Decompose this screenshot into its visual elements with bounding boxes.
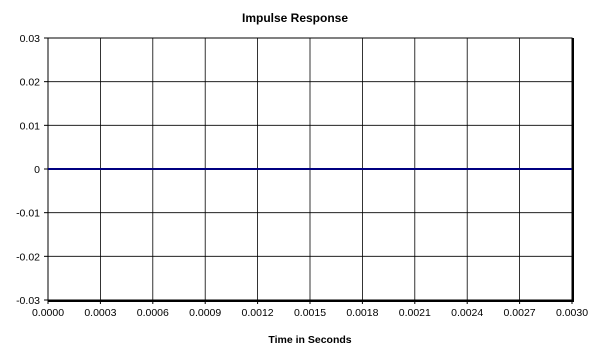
- chart-title: Impulse Response: [242, 11, 348, 25]
- x-tick-label: 0.0012: [242, 307, 274, 319]
- y-axis: 0.03 0.02 0.01 0 -0.01 -0.02 -0.03: [16, 33, 48, 307]
- y-tick-label: 0.03: [20, 33, 41, 45]
- x-tick-label: 0.0024: [451, 307, 483, 319]
- y-tick-label: 0: [34, 164, 40, 176]
- x-tick-label: 0.0003: [84, 307, 116, 319]
- y-tick-label: 0.01: [20, 120, 41, 132]
- x-tick-label: 0.0009: [189, 307, 221, 319]
- y-tick-label: -0.02: [16, 251, 40, 263]
- x-tick-label: 0.0015: [294, 307, 326, 319]
- x-tick-label: 0.0006: [137, 307, 169, 319]
- y-tick-label: -0.01: [16, 208, 40, 220]
- x-axis-label: Time in Seconds: [268, 334, 351, 346]
- x-tick-label: 0.0027: [504, 307, 536, 319]
- y-tick-label: -0.03: [16, 295, 40, 307]
- x-tick-label: 0.0000: [32, 307, 64, 319]
- x-tick-label: 0.0021: [399, 307, 431, 319]
- x-axis: 0.0000 0.0003 0.0006 0.0009 0.0012 0.0015 0.00…: [32, 300, 588, 319]
- x-tick-label: 0.0030: [556, 307, 588, 319]
- y-tick-label: 0.02: [20, 77, 41, 89]
- x-tick-label: 0.0018: [346, 307, 378, 319]
